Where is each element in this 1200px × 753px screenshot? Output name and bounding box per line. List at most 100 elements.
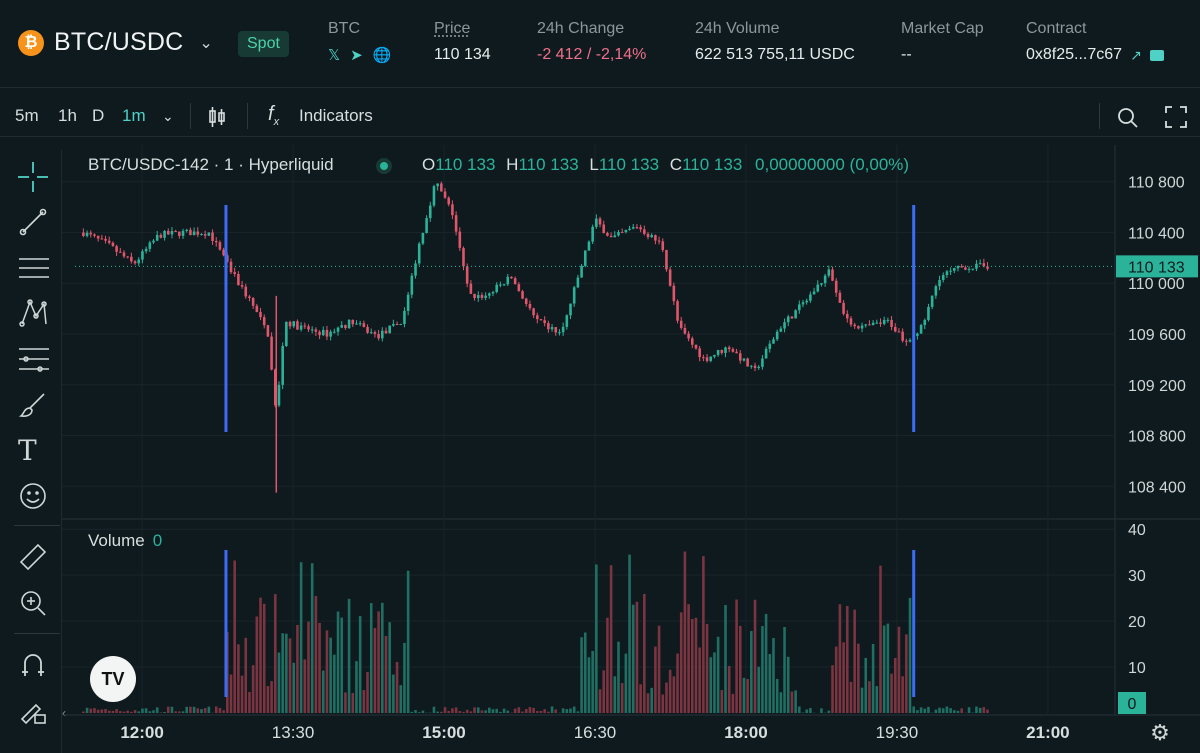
fib-retracement-icon[interactable] (18, 344, 56, 374)
volume-bar (488, 707, 491, 713)
fullscreen-icon[interactable] (1165, 106, 1187, 133)
volume-bar (609, 565, 613, 713)
candle-body (130, 256, 133, 262)
ruler-icon[interactable] (18, 542, 56, 572)
visibility-dot-icon[interactable] (376, 158, 392, 174)
volume-bar (842, 642, 845, 713)
indicators-button[interactable]: Indicators (299, 106, 373, 125)
candle-body (152, 240, 155, 243)
volume-bar (277, 652, 281, 713)
change-stat: 24h Change -2 412 / -2,14% (537, 20, 646, 64)
screenshot-icon[interactable] (1116, 106, 1140, 135)
candle-body (831, 269, 834, 281)
volume-bar (399, 685, 403, 713)
price-tick-label: 110 800 (1128, 175, 1185, 192)
crosshair-icon[interactable] (18, 162, 56, 192)
interval-1h[interactable]: 1h (58, 106, 77, 125)
text-icon[interactable]: T (18, 433, 37, 467)
volume-bar (820, 708, 823, 713)
volume-bar (845, 605, 849, 713)
volume-bar (237, 644, 240, 713)
candle-body (801, 302, 805, 305)
candle-body (731, 349, 735, 352)
volume-bar (720, 690, 724, 713)
candle-body (938, 280, 941, 287)
volume-bar (96, 709, 100, 713)
volume-bar (495, 708, 498, 713)
time-tick-label: 16:30 (574, 723, 617, 742)
candle-body (639, 227, 642, 230)
candle-body (631, 227, 635, 229)
volume-bar (805, 709, 808, 713)
volume-bar (809, 707, 812, 713)
volume-bar (927, 706, 930, 713)
magnet-icon[interactable] (18, 650, 56, 680)
zoom-in-icon[interactable] (18, 588, 56, 618)
candle-body (377, 333, 380, 339)
telegram-icon[interactable]: ➤ (350, 47, 363, 64)
lock-drawings-icon[interactable] (18, 695, 56, 725)
candle-body (473, 293, 476, 299)
candle-body (107, 240, 111, 243)
candle-body (750, 365, 753, 367)
candle-body (355, 323, 358, 325)
chevron-down-icon: ⌄ (199, 34, 213, 52)
market-cap-label: Market Cap (901, 20, 984, 37)
candle-body (144, 248, 148, 252)
interval-dropdown-icon[interactable]: ⌄ (162, 108, 174, 124)
volume-bar (141, 708, 144, 713)
tradingview-logo[interactable]: TV (90, 656, 136, 702)
contract-address[interactable]: 0x8f25...7c67 (1026, 46, 1123, 63)
volume-bar (222, 710, 225, 713)
candlestick-type-icon[interactable] (206, 106, 228, 133)
pair-selector[interactable]: ₿ BTC/USDC ⌄ (18, 28, 213, 57)
volume-bar (148, 711, 152, 713)
volume-bar (454, 707, 458, 713)
spot-badge: Spot (238, 31, 289, 57)
candle-body (237, 274, 240, 286)
globe-icon[interactable]: 🌐 (372, 47, 392, 64)
interval-5m[interactable]: 5m (15, 106, 39, 125)
candle-body (945, 271, 949, 276)
candle-body (550, 327, 554, 330)
volume-bar (203, 708, 207, 713)
volume-bar (270, 681, 273, 713)
volume-bar (735, 599, 738, 713)
candle-body (798, 304, 801, 311)
volume-bar (410, 711, 414, 713)
candle-body (602, 224, 606, 233)
candle-body (421, 232, 425, 244)
volume-bar (628, 554, 631, 713)
volume-bar (886, 623, 890, 713)
trend-line-icon[interactable] (18, 207, 56, 237)
pattern-icon[interactable] (18, 298, 56, 328)
wallet-icon[interactable] (1149, 49, 1164, 61)
candle-body (141, 251, 144, 260)
candle-body (395, 324, 399, 326)
candle-body (126, 256, 129, 258)
volume-bar (384, 636, 388, 713)
volume-bar (679, 612, 683, 713)
candle-body (543, 320, 546, 324)
candle-body (524, 298, 528, 304)
candle-body (827, 269, 831, 276)
volume-bar (831, 665, 834, 713)
emoji-icon[interactable] (18, 481, 56, 511)
external-link-icon[interactable]: ↗ (1130, 46, 1142, 63)
candle-body (469, 283, 473, 294)
interval-1m[interactable]: 1m (122, 106, 146, 125)
brush-icon[interactable] (18, 390, 56, 420)
candle-body (281, 346, 284, 385)
volume-bar (333, 654, 336, 713)
x-twitter-icon[interactable]: 𝕏 (328, 47, 341, 64)
volume-bar (207, 706, 211, 713)
horizontal-lines-icon[interactable] (18, 253, 56, 283)
volume-bar (462, 711, 465, 713)
volume-bar (166, 706, 170, 713)
candle-body (414, 263, 417, 276)
interval-d[interactable]: D (92, 106, 105, 125)
volume-bar (155, 707, 159, 713)
function-icon[interactable]: fx (268, 103, 280, 128)
collapse-toolbar-icon[interactable]: ‹ (62, 706, 66, 720)
